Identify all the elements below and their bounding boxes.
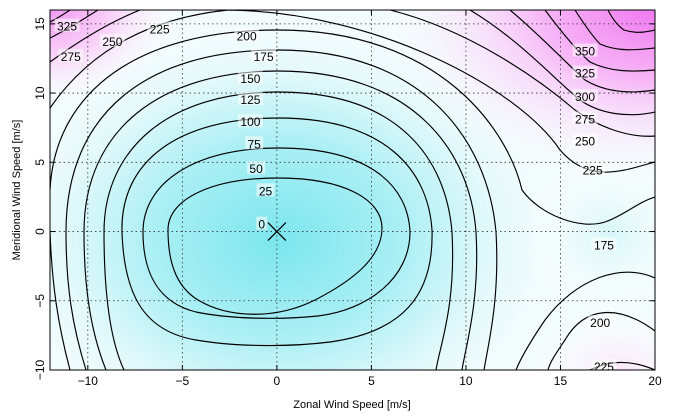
contour-label: 175 bbox=[594, 238, 614, 252]
y-tick-label: 10 bbox=[33, 86, 47, 100]
contour-label: 275 bbox=[575, 112, 595, 126]
contour-label: 200 bbox=[237, 29, 257, 43]
contour-label-bg bbox=[247, 161, 266, 175]
contour-label: 0 bbox=[258, 218, 265, 232]
axis-ticks bbox=[50, 10, 656, 371]
contour-label-bg bbox=[580, 162, 606, 176]
contour-label: 225 bbox=[594, 360, 614, 374]
contour-label: 300 bbox=[575, 90, 595, 104]
contour-label-bg bbox=[256, 216, 268, 230]
contour-label-bg bbox=[572, 133, 598, 147]
contour-label-bg bbox=[591, 359, 617, 370]
x-tick-label: 20 bbox=[648, 374, 662, 388]
contour-label-bg bbox=[237, 71, 263, 85]
contour-25 bbox=[167, 177, 383, 315]
x-axis-label: Zonal Wind Speed [m/s] bbox=[293, 399, 410, 411]
contour-label: 250 bbox=[102, 35, 122, 49]
contour-label-bg bbox=[237, 114, 263, 128]
y-tick-label: 15 bbox=[33, 17, 47, 31]
contour-label: 175 bbox=[254, 50, 274, 64]
contour-label: 250 bbox=[575, 135, 595, 149]
contour-label-bg bbox=[99, 33, 125, 47]
contour-label-bg bbox=[572, 65, 598, 79]
contour-label: 325 bbox=[57, 20, 77, 34]
contour-label-bg bbox=[572, 43, 598, 57]
contour-label: 75 bbox=[248, 137, 262, 151]
contour-label: 125 bbox=[240, 93, 260, 107]
plot-frame bbox=[49, 9, 656, 371]
contour-label: 225 bbox=[583, 164, 603, 178]
contour-275 bbox=[50, 10, 655, 93]
contour-label: 325 bbox=[575, 67, 595, 81]
contour-label-bg bbox=[54, 18, 80, 32]
contour-150 bbox=[65, 49, 498, 370]
contour-350 bbox=[607, 10, 655, 33]
y-tick-label: −5 bbox=[33, 294, 47, 308]
contour-label-bg bbox=[251, 49, 277, 63]
contour-75 bbox=[121, 117, 433, 347]
contour-labels: 0 25 50 75 100 125 150 175 200 225 250 275 325 350 325… bbox=[54, 18, 617, 374]
x-tick-label: −5 bbox=[176, 374, 190, 388]
plot-area: 0 25 50 75 100 125 150 175 200 225 250 275 325 350 325… bbox=[50, 10, 655, 374]
contour-label: 225 bbox=[150, 22, 170, 36]
contour-300 bbox=[544, 10, 655, 72]
y-tick-label: −10 bbox=[33, 359, 47, 380]
contour-label-bg bbox=[572, 89, 598, 103]
contour-label-bg bbox=[147, 21, 173, 35]
contour-label: 100 bbox=[240, 115, 260, 129]
contour-label: 350 bbox=[575, 45, 595, 59]
minimum-marker bbox=[267, 222, 287, 241]
contour-label-bg bbox=[572, 111, 598, 125]
x-tick-label: 5 bbox=[368, 374, 375, 388]
y-tick-label: 5 bbox=[33, 159, 47, 166]
contour-label: 200 bbox=[590, 316, 610, 330]
contour-325 bbox=[574, 10, 655, 51]
contour-label-bg bbox=[234, 28, 260, 42]
x-tick-label: 15 bbox=[554, 374, 568, 388]
contour-125 bbox=[83, 70, 478, 370]
contour-label-bg bbox=[58, 49, 84, 63]
contour-label: 275 bbox=[61, 50, 81, 64]
contour-label: 50 bbox=[249, 162, 263, 176]
contour-label: 25 bbox=[259, 184, 273, 198]
axis-tick-labels: −10 −5 0 5 10 15 20 −10 −5 0 5 10 15 bbox=[33, 17, 662, 388]
y-tick-label: 0 bbox=[33, 228, 47, 235]
contour-label: 150 bbox=[240, 72, 260, 86]
bottom-right-shading bbox=[50, 10, 655, 370]
contour-label-bg bbox=[587, 314, 613, 328]
contour-label-bg bbox=[256, 183, 275, 197]
contour-175 bbox=[50, 29, 655, 370]
x-tick-label: 10 bbox=[459, 374, 473, 388]
contour-label-bg bbox=[237, 92, 263, 105]
contour-label-bg bbox=[245, 136, 264, 150]
x-tick-label: 0 bbox=[274, 374, 281, 388]
x-tick-label: −10 bbox=[78, 374, 99, 388]
contour-50 bbox=[142, 147, 411, 319]
contour-100 bbox=[103, 91, 454, 370]
contour-label-bg bbox=[591, 237, 617, 251]
y-axis-label: Meridional Wind Speed [m/s] bbox=[11, 120, 23, 261]
